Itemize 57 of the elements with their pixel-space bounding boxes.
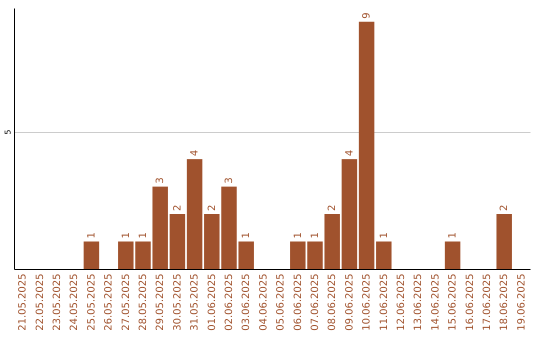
x-tick-label: 05.06.2025 <box>276 274 287 331</box>
bar <box>290 242 306 269</box>
data-label: 1 <box>241 232 252 239</box>
data-label: 1 <box>292 232 304 239</box>
data-label: 9 <box>362 12 373 19</box>
x-tick-label: 09.06.2025 <box>344 274 356 331</box>
x-tick-label: 13.06.2025 <box>413 274 424 331</box>
x-tick-label: 30.05.2025 <box>172 274 184 331</box>
data-label: 1 <box>120 232 132 239</box>
x-tick-label: 29.05.2025 <box>155 274 166 331</box>
bar <box>84 242 100 269</box>
x-tick-label: 10.06.2025 <box>362 274 373 331</box>
x-tick-label: 01.06.2025 <box>206 274 218 331</box>
data-label: 4 <box>344 150 356 156</box>
x-tick-label: 06.06.2025 <box>292 274 304 331</box>
x-tick-label: 02.06.2025 <box>224 274 235 331</box>
x-tick-label: 27.05.2025 <box>120 274 132 331</box>
data-label: 4 <box>190 150 201 156</box>
x-tick-label: 11.06.2025 <box>378 274 390 331</box>
x-tick-label: 25.05.2025 <box>86 274 98 331</box>
data-label: 1 <box>448 232 459 239</box>
x-tick-label: 15.06.2025 <box>448 274 459 331</box>
bar <box>221 186 237 269</box>
y-tick-label: 5 <box>4 130 12 135</box>
data-label: 2 <box>499 204 510 212</box>
bar <box>118 242 134 269</box>
x-tick-label: 21.05.2025 <box>18 274 29 331</box>
x-tick-label: 28.05.2025 <box>138 274 149 331</box>
bar <box>307 242 323 269</box>
x-tick-label: 19.06.2025 <box>516 274 528 331</box>
x-tick-label: 03.06.2025 <box>241 274 252 331</box>
bar <box>135 242 151 269</box>
x-tick-label: 12.06.2025 <box>396 274 407 331</box>
x-tick-label: 14.06.2025 <box>430 274 442 331</box>
x-tick-label: 07.06.2025 <box>310 274 321 331</box>
data-label: 2 <box>172 204 184 212</box>
x-tick-label: 16.06.2025 <box>464 274 476 331</box>
x-tick-label: 31.05.2025 <box>190 274 201 331</box>
data-label: 1 <box>310 232 321 239</box>
data-label: 3 <box>224 177 235 184</box>
x-tick-label: 18.06.2025 <box>499 274 510 331</box>
bar <box>444 242 460 269</box>
bar <box>238 242 254 269</box>
data-label: 1 <box>138 232 149 239</box>
x-tick-label: 23.05.2025 <box>52 274 63 331</box>
x-tick-label: 22.05.2025 <box>34 274 46 331</box>
x-tick-label: 08.06.2025 <box>327 274 338 331</box>
bar <box>496 214 512 269</box>
data-label: 2 <box>327 204 338 212</box>
data-label: 2 <box>206 204 218 212</box>
data-label: 3 <box>155 177 166 184</box>
x-tick-label: 24.05.2025 <box>69 274 80 331</box>
data-label: 1 <box>378 232 390 239</box>
x-tick-label: 26.05.2025 <box>104 274 115 331</box>
x-tick-label: 17.06.2025 <box>482 274 493 331</box>
x-tick-label: 04.06.2025 <box>258 274 270 331</box>
data-label: 1 <box>86 232 98 239</box>
